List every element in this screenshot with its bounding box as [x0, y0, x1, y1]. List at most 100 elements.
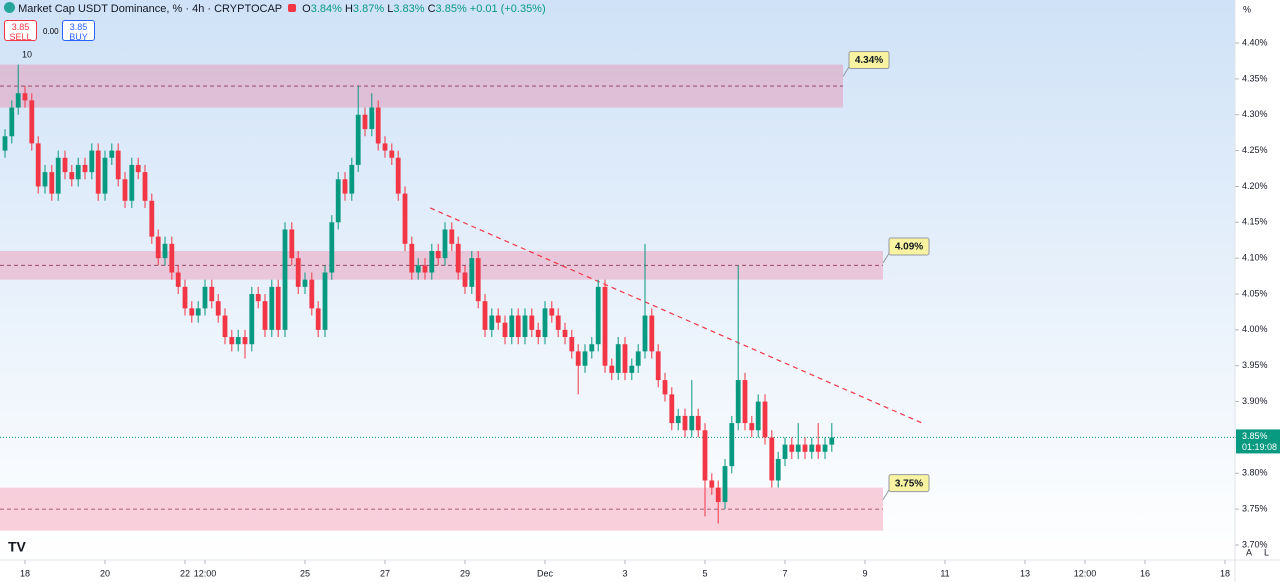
candle-body	[169, 243, 175, 273]
candle-body	[562, 329, 568, 338]
candle-body	[295, 258, 301, 287]
candle-body	[522, 315, 528, 338]
h-value: 3.87%	[352, 3, 385, 15]
candle-body	[262, 301, 268, 330]
candle-body	[429, 250, 435, 273]
candle-body	[215, 301, 221, 316]
auto-button[interactable]: A	[1246, 547, 1252, 557]
x-tick-label: Dec	[537, 568, 554, 578]
candle-body	[269, 286, 275, 330]
candle-body	[222, 315, 228, 338]
candle-body	[229, 337, 235, 345]
candle-body	[495, 315, 501, 323]
candle-body	[615, 344, 621, 373]
log-button[interactable]: L	[1264, 547, 1269, 557]
candle-body	[635, 351, 641, 366]
candle-body	[535, 329, 541, 338]
candle-body	[509, 315, 515, 338]
y-tick-label: 3.90%	[1242, 396, 1268, 406]
candle-body	[362, 114, 368, 130]
candle-body	[702, 430, 708, 481]
candle-body	[695, 415, 701, 431]
candle-body	[569, 337, 575, 352]
candle-body	[155, 236, 161, 259]
candle-body	[655, 351, 661, 381]
candle-body	[162, 243, 168, 259]
candle-body	[389, 150, 395, 158]
candle-body	[309, 279, 315, 309]
y-tick-label: 3.80%	[1242, 468, 1268, 478]
status-icon	[288, 4, 297, 12]
candle-body	[82, 164, 88, 173]
candle-body	[729, 423, 735, 467]
candle-body	[15, 93, 21, 108]
o-value: 3.84%	[310, 3, 342, 15]
x-tick-label: 3	[622, 568, 627, 578]
candle-body	[255, 294, 261, 302]
candle-body	[715, 487, 721, 502]
candle-body	[682, 415, 688, 431]
x-tick-label: 29	[460, 568, 470, 578]
candle-body	[135, 164, 141, 173]
candle-body	[749, 423, 755, 431]
candle-body	[462, 272, 468, 287]
candle-body	[742, 380, 748, 424]
l-label: L	[387, 3, 394, 15]
y-tick-label: 4.40%	[1242, 37, 1268, 47]
candle-body	[89, 150, 95, 173]
candle-body	[55, 157, 61, 194]
candle-body	[822, 444, 828, 452]
candle-body	[482, 301, 488, 330]
y-tick-label: 4.25%	[1242, 145, 1268, 155]
level-label: 4.09%	[895, 242, 923, 253]
candle-body	[189, 308, 195, 316]
candle-body	[109, 150, 115, 158]
candle-body	[782, 444, 788, 459]
sell-button[interactable]: 3.85 SELL	[4, 20, 37, 42]
candle-body	[435, 250, 441, 259]
candle-body	[302, 279, 308, 287]
spread: 0.00	[43, 27, 59, 36]
plot-background	[0, 0, 1235, 560]
candle-body	[762, 401, 768, 438]
candle-body	[49, 172, 55, 194]
candle-body	[475, 258, 481, 302]
last-price-label: 3.85%	[1242, 431, 1268, 441]
indicator-toggle[interactable]: 10	[22, 49, 32, 59]
x-tick-label: 25	[300, 568, 310, 578]
candle-body	[735, 380, 741, 424]
candle-body	[289, 229, 295, 259]
candle-body	[115, 150, 121, 180]
l-value: 3.83%	[393, 3, 425, 15]
y-tick-label: 4.20%	[1242, 181, 1268, 191]
x-tick-label: 7	[782, 568, 787, 578]
candle-body	[142, 172, 148, 201]
candle-body	[375, 107, 381, 144]
candle-body	[802, 444, 808, 452]
y-tick-label: 4.30%	[1242, 109, 1268, 119]
candle-body	[9, 107, 15, 137]
candle-body	[769, 437, 775, 481]
candle-body	[709, 480, 715, 488]
candle-body	[335, 179, 341, 223]
candle-body	[315, 308, 321, 330]
buy-text: BUY	[69, 32, 88, 42]
candle-body	[382, 143, 388, 151]
candle-body	[209, 286, 215, 302]
x-tick-label: 12:00	[194, 568, 217, 578]
candle-body	[722, 466, 728, 502]
candle-body	[402, 193, 408, 244]
buy-button[interactable]: 3.85 BUY	[62, 20, 95, 42]
candle-body	[22, 93, 28, 101]
candle-body	[355, 114, 361, 165]
level-label-box	[848, 51, 890, 70]
change-value: +0.01 (+0.35%)	[469, 3, 546, 15]
candle-body	[415, 265, 421, 273]
x-tick-label: 18	[1220, 568, 1230, 578]
candle-body	[29, 100, 35, 144]
candle-body	[815, 444, 821, 452]
x-tick-label: 16	[1140, 568, 1150, 578]
candle-body	[555, 315, 561, 330]
unit-label: %	[1243, 4, 1251, 14]
